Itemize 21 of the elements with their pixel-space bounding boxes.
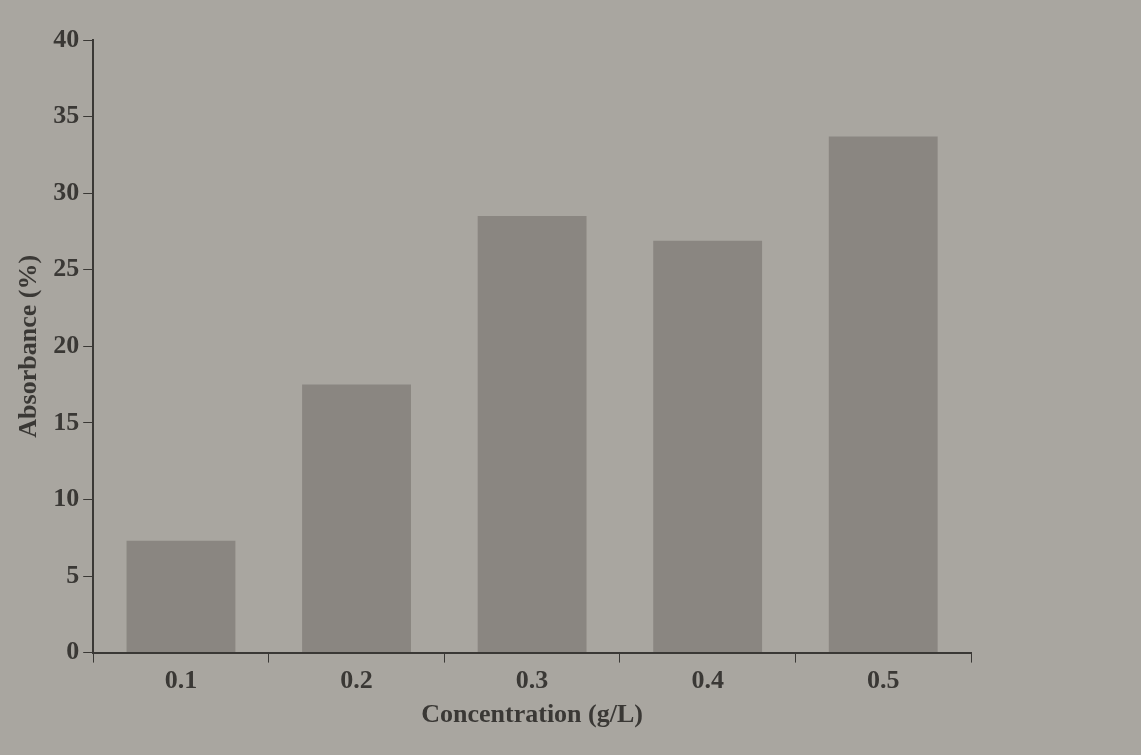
y-tick-label: 35 [53, 100, 80, 130]
y-tick-label: 0 [66, 636, 80, 666]
x-tick-label: 0.5 [866, 664, 900, 694]
x-tick-label: 0.1 [164, 664, 198, 694]
y-tick-label: 15 [53, 406, 80, 436]
bar [302, 384, 411, 653]
bar [126, 540, 236, 653]
x-tick-label: 0.3 [515, 664, 549, 694]
y-axis-title: Absorbance (%) [13, 254, 43, 438]
y-tick-label: 40 [53, 23, 80, 53]
y-tick-label: 25 [53, 253, 80, 283]
bar [477, 216, 587, 653]
y-tick-label: 10 [53, 483, 80, 513]
x-tick-label: 0.4 [691, 664, 724, 694]
y-tick-label: 5 [66, 559, 80, 589]
bar [653, 240, 763, 653]
y-tick-label: 30 [53, 176, 80, 206]
bar [828, 136, 938, 653]
x-axis-title: Concentration (g/L) [421, 699, 643, 729]
y-tick-label: 20 [53, 330, 80, 360]
x-tick-label: 0.2 [340, 664, 373, 694]
